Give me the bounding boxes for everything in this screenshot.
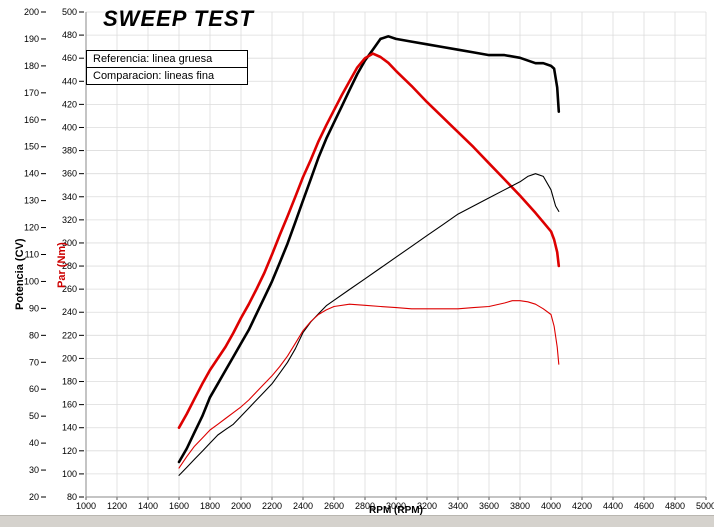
svg-text:1000: 1000 <box>76 501 96 511</box>
svg-text:200: 200 <box>62 353 77 363</box>
svg-text:160: 160 <box>24 115 39 125</box>
svg-text:360: 360 <box>62 169 77 179</box>
svg-text:20: 20 <box>29 492 39 502</box>
svg-text:220: 220 <box>62 330 77 340</box>
svg-text:170: 170 <box>24 88 39 98</box>
svg-text:380: 380 <box>62 146 77 156</box>
svg-text:420: 420 <box>62 99 77 109</box>
svg-text:2400: 2400 <box>293 501 313 511</box>
svg-text:120: 120 <box>24 223 39 233</box>
svg-text:1400: 1400 <box>138 501 158 511</box>
svg-text:4400: 4400 <box>603 501 623 511</box>
svg-text:3000: 3000 <box>386 501 406 511</box>
svg-text:260: 260 <box>62 284 77 294</box>
sweep-chart: 1000 1200 1400 1600 1800 2000 2200 2400 2600 2800… <box>24 7 714 511</box>
svg-text:500: 500 <box>62 7 77 17</box>
svg-text:30: 30 <box>29 465 39 475</box>
svg-text:130: 130 <box>24 196 39 206</box>
svg-text:4000: 4000 <box>541 501 561 511</box>
svg-text:480: 480 <box>62 30 77 40</box>
svg-text:3400: 3400 <box>448 501 468 511</box>
svg-text:40: 40 <box>29 438 39 448</box>
svg-text:140: 140 <box>24 169 39 179</box>
svg-text:180: 180 <box>24 61 39 71</box>
svg-text:2600: 2600 <box>324 501 344 511</box>
svg-text:80: 80 <box>29 330 39 340</box>
svg-text:4200: 4200 <box>572 501 592 511</box>
svg-text:60: 60 <box>29 384 39 394</box>
svg-text:80: 80 <box>67 492 77 502</box>
svg-text:400: 400 <box>62 122 77 132</box>
svg-text:3800: 3800 <box>510 501 530 511</box>
svg-text:1200: 1200 <box>107 501 127 511</box>
svg-text:5000: 5000 <box>696 501 714 511</box>
svg-text:50: 50 <box>29 411 39 421</box>
svg-text:200: 200 <box>24 7 39 17</box>
legend-referencia: Referencia: linea gruesa <box>86 50 248 68</box>
svg-text:460: 460 <box>62 53 77 63</box>
svg-text:110: 110 <box>25 250 39 260</box>
svg-text:2000: 2000 <box>231 501 251 511</box>
torque-axis-label: Par (Nm) <box>56 242 68 288</box>
chart-title: SWEEP TEST <box>103 6 254 31</box>
svg-text:320: 320 <box>62 215 77 225</box>
svg-text:4800: 4800 <box>665 501 685 511</box>
svg-text:150: 150 <box>24 142 39 152</box>
svg-text:280: 280 <box>62 261 77 271</box>
svg-text:1600: 1600 <box>169 501 189 511</box>
svg-text:180: 180 <box>62 377 77 387</box>
svg-text:70: 70 <box>29 357 39 367</box>
power-axis-label: Potencia (CV) <box>14 238 26 310</box>
legend-box: Referencia: linea gruesa Comparacion: li… <box>86 50 248 85</box>
svg-text:1800: 1800 <box>200 501 220 511</box>
svg-text:140: 140 <box>62 423 77 433</box>
svg-text:160: 160 <box>62 400 77 410</box>
svg-text:3600: 3600 <box>479 501 499 511</box>
svg-text:240: 240 <box>62 307 77 317</box>
svg-text:4600: 4600 <box>634 501 654 511</box>
legend-comparacion: Comparacion: lineas fina <box>86 67 248 85</box>
svg-text:440: 440 <box>62 76 77 86</box>
svg-text:3200: 3200 <box>417 501 437 511</box>
svg-text:90: 90 <box>29 303 39 313</box>
svg-text:340: 340 <box>62 192 77 202</box>
svg-text:120: 120 <box>62 446 77 456</box>
rpm-axis-label: RPM (RPM) <box>369 505 423 516</box>
svg-text:2800: 2800 <box>355 501 375 511</box>
svg-text:100: 100 <box>62 469 77 479</box>
footer-strip <box>0 515 714 527</box>
svg-text:2200: 2200 <box>262 501 282 511</box>
svg-text:300: 300 <box>62 238 77 248</box>
svg-text:190: 190 <box>24 34 39 44</box>
svg-text:100: 100 <box>24 276 39 286</box>
